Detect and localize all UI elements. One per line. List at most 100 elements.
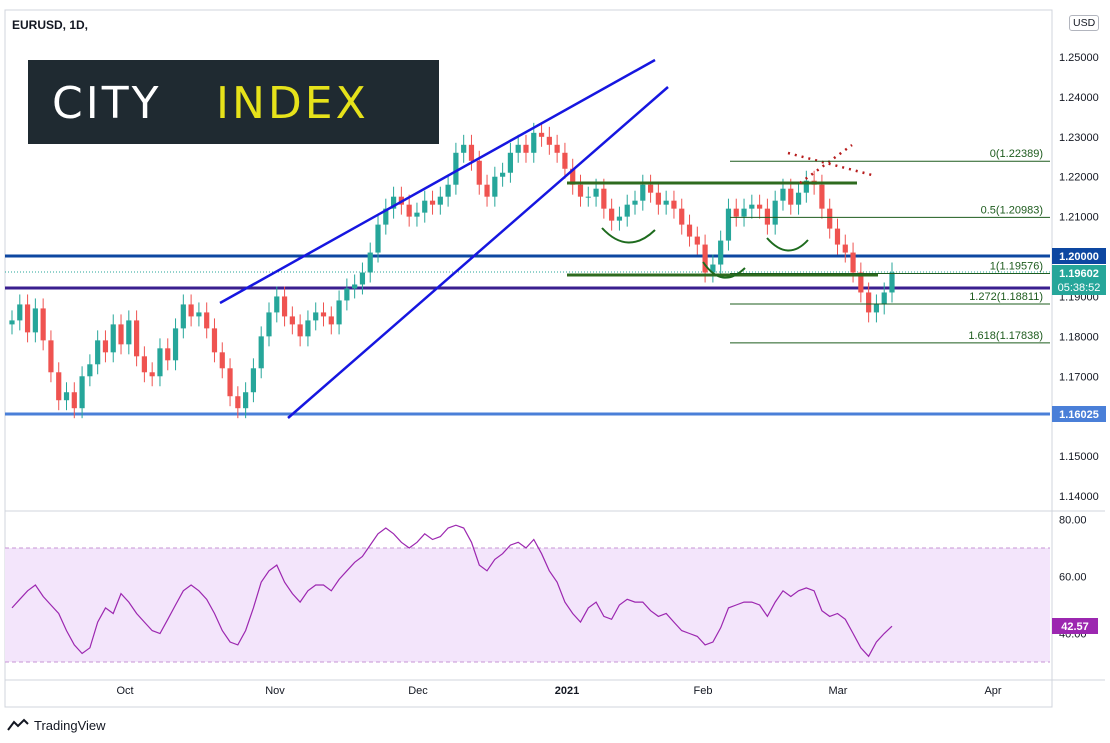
time-tick-label: Dec <box>408 685 428 697</box>
candle-body <box>866 292 872 313</box>
candle-body <box>679 208 685 225</box>
candle-body <box>258 336 264 369</box>
candle-body <box>562 152 568 169</box>
candle-body <box>95 340 101 365</box>
candle-body <box>180 304 186 329</box>
candle-body <box>313 312 319 321</box>
candle-body <box>710 264 716 273</box>
candle-body <box>523 144 529 153</box>
currency-badge[interactable]: USD <box>1069 15 1100 31</box>
tradingview-label: TradingView <box>34 717 106 733</box>
candle-body <box>609 208 615 221</box>
candle-body <box>305 320 311 337</box>
candle-body <box>196 312 202 317</box>
candle-body <box>780 188 786 201</box>
candle-body <box>476 160 482 185</box>
candle-body <box>764 208 770 225</box>
rsi-tick-label: 60.00 <box>1059 572 1087 584</box>
candle-body <box>718 240 724 265</box>
candle-body <box>655 192 661 205</box>
candle-body <box>671 200 677 209</box>
candle-body <box>663 200 669 205</box>
candle-body <box>632 200 638 205</box>
candle-body <box>87 364 93 377</box>
candle-body <box>281 296 288 317</box>
tag-1-20000: 1.20000 <box>1052 248 1106 264</box>
time-tick-label: Feb <box>694 685 713 697</box>
candle-body <box>320 312 327 317</box>
tag-1-20000-text: 1.20000 <box>1059 251 1099 263</box>
wedge-lower-line[interactable] <box>287 86 669 419</box>
candle-body <box>546 136 552 145</box>
rsi-value-text: 42.57 <box>1061 621 1089 633</box>
candle-body <box>725 208 732 241</box>
candle-body <box>577 184 584 197</box>
price-tick-label: 1.18000 <box>1059 331 1099 343</box>
candle-body <box>601 188 607 209</box>
fibonacci-extension[interactable]: 0(1.22389) 0.5(1.20983) 1(1.19576) 1.272(1.… <box>730 148 1050 344</box>
candle-body <box>827 208 833 229</box>
price-tick-label: 1.15000 <box>1059 451 1099 463</box>
candle-body <box>881 292 887 305</box>
candle-body <box>570 168 576 185</box>
candle-body <box>165 348 171 361</box>
candle-body <box>414 212 420 217</box>
city-index-logo: CITY INDEX <box>28 60 439 144</box>
time-tick-label: Oct <box>116 685 133 697</box>
price-tick-label: 1.24000 <box>1059 92 1099 104</box>
candle-body <box>383 208 389 225</box>
countdown-text: 05:38:52 <box>1058 282 1101 294</box>
price-tick-label: 1.22000 <box>1059 172 1099 184</box>
candle-body <box>17 304 23 321</box>
candle-body <box>211 328 218 353</box>
arc-right-shoulder <box>766 237 809 252</box>
rsi-band <box>5 548 1050 662</box>
candle-body <box>266 312 272 337</box>
candle-body <box>157 348 163 377</box>
time-tick-label: Nov <box>265 685 285 697</box>
candle-body <box>515 144 521 153</box>
candle-body <box>344 288 350 301</box>
candle-body <box>468 144 475 161</box>
candle-body <box>554 144 560 153</box>
candle-body <box>757 204 763 209</box>
candle-body <box>188 304 194 317</box>
arc-left-shoulder <box>601 227 656 244</box>
tradingview-branding[interactable]: TradingView <box>6 715 106 735</box>
candle-body <box>243 392 249 409</box>
candle-body <box>63 392 70 401</box>
candle-body <box>741 208 747 217</box>
time-tick-label: 2021 <box>555 685 579 697</box>
candle-body <box>336 300 342 325</box>
candle-body <box>733 208 739 217</box>
candle-body <box>538 132 545 137</box>
symbol-label[interactable]: EURUSD, 1D, <box>12 18 89 32</box>
candle-body <box>110 324 116 353</box>
time-axis-ticks: Oct Nov Dec 2021 Feb Mar Apr <box>116 685 1001 697</box>
candle-body <box>834 228 841 245</box>
candle-body <box>507 152 514 173</box>
candle-body <box>118 324 124 345</box>
rsi-tick-label: 80.00 <box>1059 515 1087 527</box>
tag-1-16025: 1.16025 <box>1052 406 1106 422</box>
tradingview-logo-icon <box>7 718 29 731</box>
candle-body <box>126 320 132 345</box>
candle-body <box>24 304 31 333</box>
fib-level-label: 1.272(1.18811) <box>969 291 1043 303</box>
candle-body <box>702 244 708 273</box>
candle-body <box>390 196 397 209</box>
wedge-upper-line[interactable] <box>219 58 656 305</box>
candle-body <box>48 340 54 373</box>
candle-body <box>686 224 693 237</box>
candle-body <box>56 372 62 401</box>
candle-body <box>640 184 646 201</box>
candle-body <box>842 244 848 253</box>
current-price-text: 1.19602 <box>1059 268 1099 280</box>
candle-body <box>297 324 303 337</box>
candle-body <box>484 184 490 197</box>
candle-body <box>422 200 428 213</box>
candle-body <box>328 316 334 325</box>
candle-body <box>429 200 436 205</box>
candle-body <box>461 144 467 153</box>
